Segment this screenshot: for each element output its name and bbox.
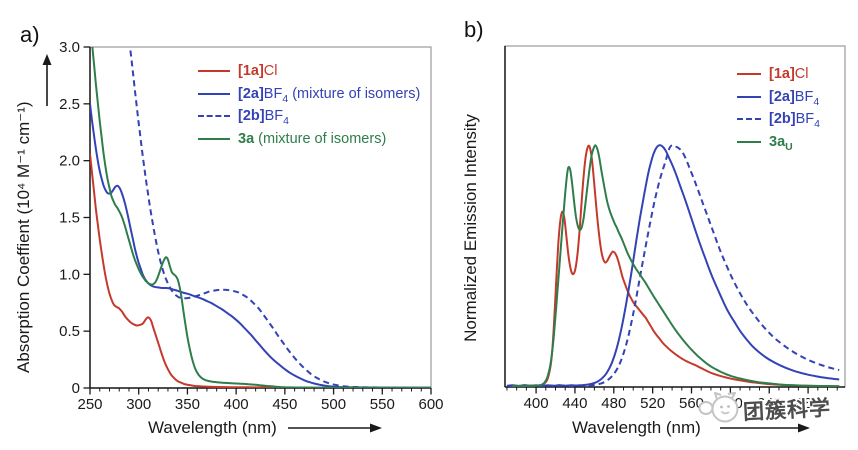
legend-label: [2a]BF4 (mixture of isomers) (238, 85, 421, 105)
x-tick-label: 350 (175, 396, 200, 413)
legend-line-sample (198, 137, 230, 140)
y-tick-label: 0.5 (59, 323, 80, 340)
legend-item: [2a]BF4 (mixture of isomers) (198, 83, 420, 106)
legend-dashed-line-sample (198, 115, 230, 118)
curve-a-green (91, 47, 431, 388)
panel-a-x-axis-arrow-icon (288, 423, 382, 433)
chart-panel-a: 250 300 350 400 450 500 550 600 0 0.5 1.0 1.5 2.0 2.5… (59, 39, 443, 413)
x-tick-label: 680 (796, 395, 821, 412)
x-tick-label: 520 (640, 395, 665, 412)
legend-line-sample (198, 92, 230, 95)
y-tick-label: 2.5 (59, 96, 80, 113)
panel-b-y-axis-label: Normalized Emission Intensity (461, 114, 480, 342)
panel-a-x-axis-label: Wavelength (nm) (148, 418, 277, 437)
legend-label: [1a]Cl (238, 63, 278, 79)
x-tick-label: 640 (757, 395, 782, 412)
x-tick-label: 440 (562, 395, 587, 412)
x-tick-label: 500 (321, 396, 346, 413)
curve-a-blue-dashed (128, 47, 431, 388)
x-tick-label: 300 (126, 396, 151, 413)
legend-item: [1a]Cl (737, 63, 820, 86)
y-tick-label: 0 (72, 380, 80, 397)
legend-item: 3a (mixture of isomers) (198, 128, 420, 151)
panel-a-letter: a) (20, 22, 40, 47)
curve-b-green (511, 144, 840, 387)
y-tick-label: 1.0 (59, 266, 80, 283)
watermark: 团簇科学 (697, 390, 832, 428)
curve-b-blue-dashed (508, 144, 840, 387)
curve-b-blue (506, 144, 840, 387)
legend-item: [2b]BF4 (737, 108, 820, 131)
legend-label: [2b]BF4 (238, 108, 289, 127)
panel-b-legend: [1a]Cl [2a]BF4 [2b]BF4 3aU (737, 63, 820, 153)
legend-label: 3aU (769, 133, 793, 153)
y-tick-label: 1.5 (59, 210, 80, 227)
panel-b-x-axis-label: Wavelength (nm) (572, 418, 701, 437)
panel-a-y-axis-label: Absorption Coeffient (10⁴ M⁻¹ cm⁻¹) (14, 101, 33, 373)
legend-line-sample (198, 70, 230, 73)
x-tick-label: 480 (601, 395, 626, 412)
legend-dashed-line-sample (737, 118, 761, 121)
legend-label: [1a]Cl (769, 66, 809, 82)
x-tick-label: 560 (679, 395, 704, 412)
x-tick-label: 250 (77, 396, 102, 413)
legend-label: [2b]BF4 (769, 111, 820, 130)
legend-item: [1a]Cl (198, 60, 420, 83)
x-tick-label: 600 (418, 396, 443, 413)
legend-label: 3a (mixture of isomers) (238, 130, 387, 147)
x-tick-label: 550 (370, 396, 395, 413)
watermark-mascot-icon (698, 392, 739, 423)
legend-line-sample (737, 95, 761, 98)
legend-label: [2a]BF4 (769, 88, 820, 108)
panel-b-letter: b) (464, 17, 484, 42)
panel-b-x-axis-arrow-icon (720, 423, 810, 433)
legend-item: [2a]BF4 (737, 86, 820, 109)
x-tick-label: 400 (224, 396, 249, 413)
y-tick-label: 3.0 (59, 39, 80, 56)
y-tick-label: 2.0 (59, 153, 80, 170)
legend-item: [2b]BF4 (198, 105, 420, 128)
x-tick-label: 400 (524, 395, 549, 412)
curve-b-red (508, 144, 840, 387)
legend-item: 3aU (737, 131, 820, 154)
watermark-text: 团簇科学 (742, 396, 832, 425)
panel-a-y-axis-arrow-icon (42, 54, 52, 106)
legend-line-sample (737, 73, 761, 76)
curve-a-red (90, 153, 431, 388)
legend-line-sample (737, 140, 761, 143)
panel-a-legend: [1a]Cl [2a]BF4 (mixture of isomers) [2b]BF… (198, 60, 420, 150)
x-tick-label: 450 (272, 396, 297, 413)
